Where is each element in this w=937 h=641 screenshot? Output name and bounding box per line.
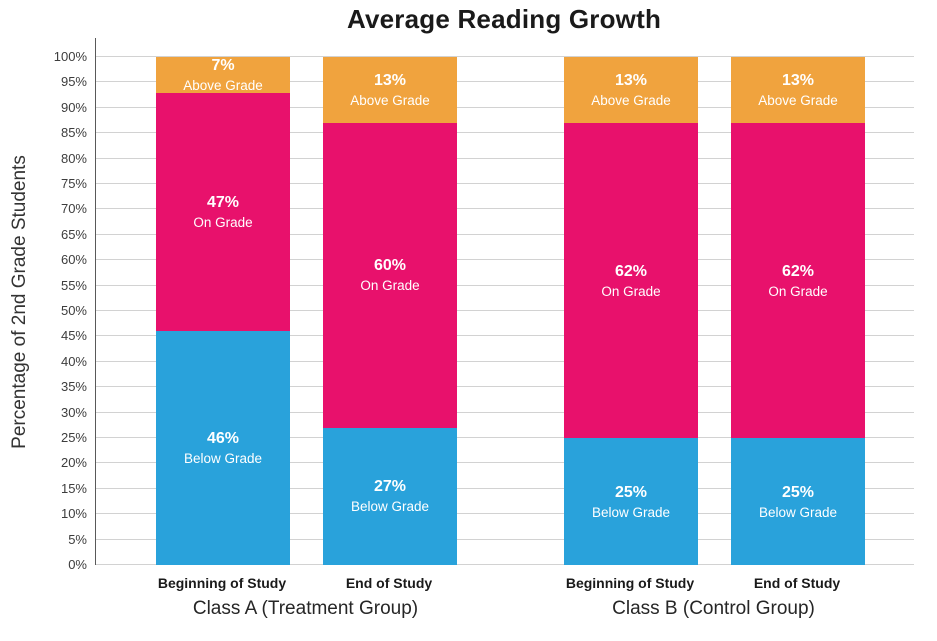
x-axis-group-label: Class A (Treatment Group) bbox=[192, 598, 419, 619]
segment-name-label: On Grade bbox=[601, 283, 661, 299]
bar-segment-above-grade: 13% Above Grade bbox=[731, 57, 865, 124]
y-axis-tick-label-15: 15% bbox=[60, 480, 87, 496]
segment-value-label: 13% bbox=[373, 72, 407, 90]
segment-name-label: Below Grade bbox=[183, 451, 263, 467]
segment-name-label: On Grade bbox=[193, 214, 253, 230]
gridline-20 bbox=[96, 462, 914, 464]
gridline-55 bbox=[96, 284, 914, 286]
bar-segment-on-grade: 60% On Grade bbox=[323, 123, 457, 428]
y-axis-tick-label-90: 90% bbox=[60, 99, 87, 115]
segment-name-label: Above Grade bbox=[183, 77, 263, 93]
segment-name-label: Below Grade bbox=[758, 504, 838, 520]
chart-title: Average Reading Growth bbox=[346, 4, 662, 34]
gridline-75 bbox=[96, 183, 914, 184]
bar-segment-below-grade: 25% Below Grade bbox=[731, 438, 865, 565]
y-axis-tick-label-0: 0% bbox=[68, 557, 87, 572]
segment-value-label: 27% bbox=[373, 478, 407, 496]
bar-class-a-treatment-group--end-of-study: 27% Below Grade 60% On Grade 13% Above Grade bbox=[323, 57, 457, 565]
y-axis-tick-label-20: 20% bbox=[60, 455, 87, 471]
gridline-35 bbox=[96, 386, 914, 388]
gridline-50 bbox=[96, 310, 914, 311]
segment-value-label: 62% bbox=[781, 262, 815, 280]
y-axis-tick-label-55: 55% bbox=[60, 277, 87, 293]
bar-segment-on-grade: 62% On Grade bbox=[731, 123, 865, 438]
y-axis-tick-label-45: 45% bbox=[60, 328, 87, 344]
segment-value-label: 13% bbox=[781, 72, 815, 90]
segment-value-label: 62% bbox=[614, 262, 648, 280]
gridline-25 bbox=[96, 437, 914, 438]
gridline-10 bbox=[96, 513, 914, 515]
segment-name-label: Below Grade bbox=[591, 504, 671, 520]
gridline-100 bbox=[96, 56, 914, 57]
segment-value-label: 13% bbox=[614, 72, 648, 90]
segment-value-label: 25% bbox=[781, 483, 815, 501]
segment-value-label: 25% bbox=[614, 483, 648, 501]
gridline-90 bbox=[96, 106, 914, 108]
gridline-40 bbox=[96, 360, 914, 362]
x-axis-category-label: Beginning of Study bbox=[565, 575, 695, 591]
bar-class-b-control-group--beginning-of-study: 25% Below Grade 62% On Grade 13% Above Grade bbox=[564, 57, 698, 565]
segment-value-label: 60% bbox=[373, 257, 407, 275]
x-axis-category-label: End of Study bbox=[345, 575, 433, 591]
y-axis-tick-label-70: 70% bbox=[60, 201, 87, 217]
bar-segment-below-grade: 46% Below Grade bbox=[156, 331, 290, 565]
segment-name-label: Above Grade bbox=[591, 93, 671, 109]
y-axis-tick-label-80: 80% bbox=[60, 150, 87, 166]
x-axis-category-label: Beginning of Study bbox=[157, 575, 287, 591]
bar-segment-above-grade: 13% Above Grade bbox=[564, 57, 698, 124]
gridline-85 bbox=[96, 132, 914, 134]
y-axis-tick-label-65: 65% bbox=[60, 226, 87, 242]
bar-segment-below-grade: 25% Below Grade bbox=[564, 438, 698, 565]
segment-value-label: 46% bbox=[206, 430, 240, 448]
bar-class-b-control-group--end-of-study: 25% Below Grade 62% On Grade 13% Above Grade bbox=[731, 57, 865, 565]
gridline-0 bbox=[96, 564, 914, 565]
y-axis-tick-label-10: 10% bbox=[60, 506, 87, 522]
segment-name-label: Below Grade bbox=[350, 499, 430, 515]
y-axis-tick-label-35: 35% bbox=[60, 379, 87, 395]
gridline-60 bbox=[96, 259, 914, 261]
gridline-80 bbox=[96, 157, 914, 159]
y-axis-tick-label-40: 40% bbox=[60, 353, 87, 369]
y-axis-tick-label-50: 50% bbox=[60, 303, 87, 318]
x-axis-category-label: End of Study bbox=[753, 575, 841, 591]
x-axis-group-label: Class B (Control Group) bbox=[612, 598, 815, 619]
y-axis-tick-label-60: 60% bbox=[60, 252, 87, 268]
bar-segment-above-grade: 13% Above Grade bbox=[323, 57, 457, 124]
segment-value-label: 47% bbox=[206, 193, 240, 211]
y-axis-tick-label-85: 85% bbox=[60, 125, 87, 141]
bar-segment-below-grade: 27% Below Grade bbox=[323, 427, 457, 565]
gridline-65 bbox=[96, 233, 914, 235]
y-axis-tick-label-5: 5% bbox=[68, 531, 87, 547]
gridline-15 bbox=[96, 487, 914, 489]
gridline-45 bbox=[96, 335, 914, 337]
gridline-95 bbox=[96, 81, 914, 83]
gridline-5 bbox=[96, 538, 914, 540]
segment-name-label: On Grade bbox=[360, 278, 420, 294]
bar-class-a-treatment-group--beginning-of-study: 46% Below Grade 47% On Grade 7% Above Grade bbox=[156, 57, 290, 565]
y-axis-tick-label-25: 25% bbox=[60, 430, 87, 445]
bar-segment-on-grade: 47% On Grade bbox=[156, 92, 290, 332]
y-axis-tick-label-100: 100% bbox=[53, 49, 87, 64]
bar-segment-on-grade: 62% On Grade bbox=[564, 123, 698, 438]
gridline-70 bbox=[96, 208, 914, 210]
segment-value-label: 7% bbox=[211, 56, 235, 74]
segment-name-label: On Grade bbox=[768, 283, 828, 299]
y-axis-tick-label-95: 95% bbox=[60, 74, 87, 90]
segment-name-label: Above Grade bbox=[758, 93, 838, 109]
gridline-30 bbox=[96, 411, 914, 413]
y-axis-tick-label-30: 30% bbox=[60, 404, 87, 420]
segment-name-label: Above Grade bbox=[350, 93, 430, 109]
y-axis-tick-label-75: 75% bbox=[60, 176, 87, 191]
plot-area: 46% Below Grade 47% On Grade 7% Above Grade 27… bbox=[95, 38, 914, 565]
bar-segment-above-grade: 7% Above Grade bbox=[156, 57, 290, 93]
